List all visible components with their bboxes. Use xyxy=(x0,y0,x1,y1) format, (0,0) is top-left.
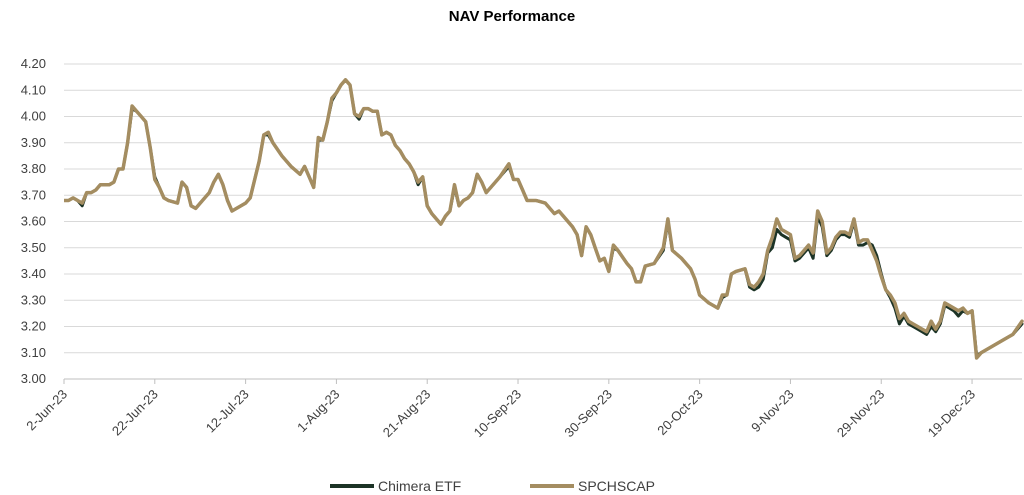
x-tick-label: 12-Jul-23 xyxy=(203,387,252,436)
y-tick-label: 3.40 xyxy=(21,266,46,281)
x-tick-label: 30-Sep-23 xyxy=(561,387,615,441)
y-tick-label: 3.20 xyxy=(21,319,46,334)
y-tick-label: 3.60 xyxy=(21,214,46,229)
x-axis xyxy=(63,378,1022,384)
legend-swatch-spchscap xyxy=(530,484,574,488)
x-tick-label: 19-Dec-23 xyxy=(925,387,979,441)
series-line-chimera-etf xyxy=(64,78,1024,357)
x-tick-label: 22-Jun-23 xyxy=(109,387,161,439)
chart-title: NAV Performance xyxy=(448,8,576,25)
legend-label-chimera-etf: Chimera ETF xyxy=(378,478,462,494)
y-tick-label: 3.70 xyxy=(21,187,46,202)
y-tick-label: 3.30 xyxy=(21,292,46,307)
series-line-spchscap xyxy=(64,78,1024,360)
gridlines xyxy=(64,63,1022,380)
legend-swatch-chimera-etf xyxy=(330,484,374,488)
x-tick-label: 29-Nov-23 xyxy=(834,387,888,441)
x-tick-label: 20-Oct-23 xyxy=(654,387,705,438)
x-tick-label: 21-Aug-23 xyxy=(380,387,434,441)
y-tick-label: 3.10 xyxy=(21,345,46,360)
y-tick-label: 3.00 xyxy=(21,371,46,386)
y-axis-labels: 3.00 3.10 3.20 3.30 3.40 3.50 3.60 3.70 3.80 3.90… xyxy=(21,56,46,386)
y-tick-label: 4.10 xyxy=(21,82,46,97)
y-tick-label: 4.20 xyxy=(21,56,46,71)
x-tick-label: 10-Sep-23 xyxy=(471,387,525,441)
legend-item-spchscap: SPCHSCAP xyxy=(530,478,655,494)
y-tick-label: 3.80 xyxy=(21,161,46,176)
legend: Chimera ETF SPCHSCAP xyxy=(0,478,1024,495)
y-tick-label: 4.00 xyxy=(21,109,46,124)
x-tick-label: 1-Aug-23 xyxy=(294,387,342,435)
x-axis-labels: 2-Jun-23 22-Jun-23 12-Jul-23 1-Aug-23 21-Aug… xyxy=(23,387,978,441)
x-tick-label: 2-Jun-23 xyxy=(23,387,70,434)
y-tick-label: 3.90 xyxy=(21,135,46,150)
y-tick-label: 3.50 xyxy=(21,240,46,255)
legend-item-chimera-etf: Chimera ETF xyxy=(330,478,461,494)
x-tick-label: 9-Nov-23 xyxy=(748,387,796,435)
legend-label-spchscap: SPCHSCAP xyxy=(578,478,656,494)
series-lines xyxy=(64,78,1024,360)
